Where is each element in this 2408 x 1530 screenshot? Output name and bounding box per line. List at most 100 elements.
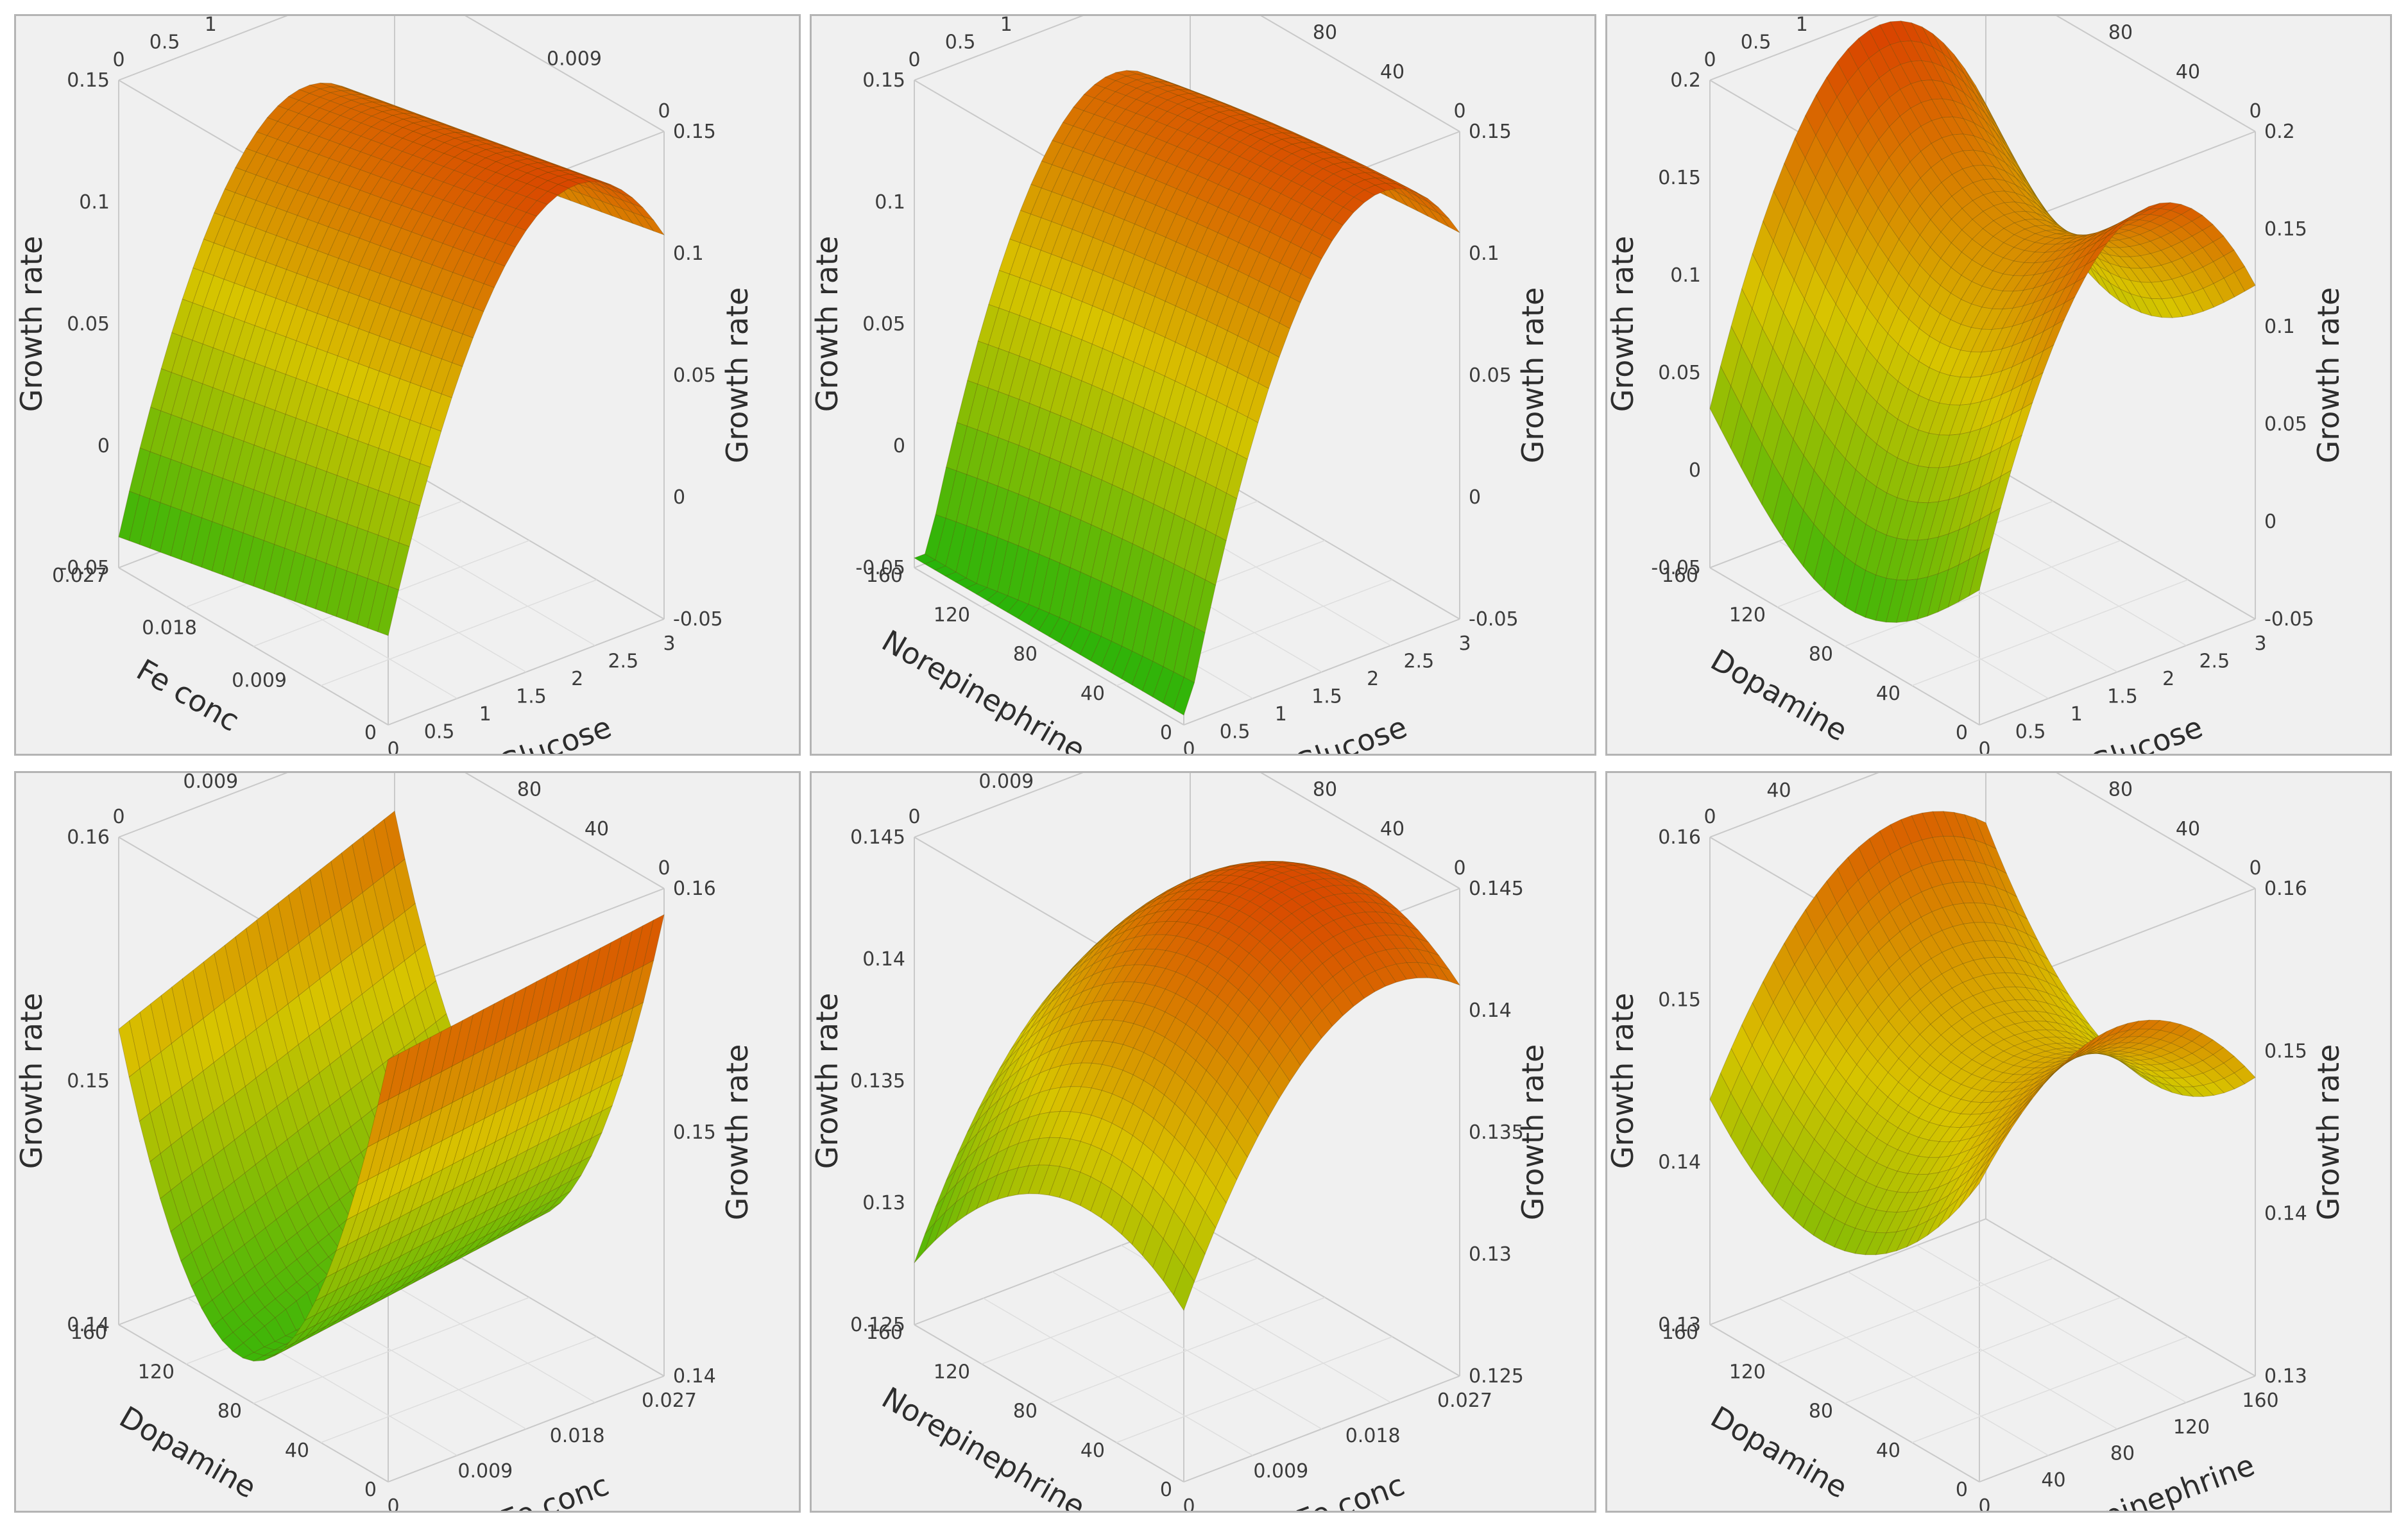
surface-cell — [1385, 922, 1408, 937]
surface-cell — [1146, 890, 1168, 904]
b-tick: 0.018 — [1345, 1425, 1401, 1447]
a-tick: 160 — [1662, 1322, 1698, 1344]
a-tick: 120 — [934, 604, 970, 626]
surface-cell — [139, 1060, 161, 1114]
surface-cell — [1879, 824, 1901, 855]
surface-cell — [1824, 1130, 1846, 1161]
surface-cell — [2053, 269, 2076, 295]
surface-cell — [1268, 323, 1290, 358]
surface-cell — [1300, 1022, 1322, 1052]
surface-cell — [1249, 922, 1271, 942]
surface-cell — [274, 1341, 296, 1357]
surface-cell — [432, 1227, 454, 1254]
b-tick: 2 — [2162, 668, 2174, 690]
surface-cell — [1941, 987, 1963, 1008]
surface-cell — [1184, 574, 1206, 628]
surface-cell — [390, 205, 413, 229]
surface-cell — [558, 958, 580, 1011]
surface-cell — [309, 82, 332, 89]
surface-cell — [1270, 921, 1292, 940]
z-left-tick: 0.05 — [862, 313, 905, 336]
surface-cell — [1175, 310, 1197, 348]
surface-cell — [1919, 1044, 1942, 1066]
surface-cell — [1917, 573, 1939, 620]
a-tick: 40 — [1080, 1440, 1105, 1462]
surface-cell — [2149, 1039, 2172, 1049]
surface-cell — [1113, 282, 1135, 319]
a-tick: 0 — [1956, 1479, 1968, 1501]
z-left-tick: 0.2 — [1670, 69, 1701, 92]
surface-cell — [346, 1179, 368, 1221]
b-top-tick: 0 — [908, 49, 920, 71]
surface-cell — [1995, 132, 2017, 165]
surface-cell — [463, 1171, 486, 1206]
surface-cell — [160, 372, 182, 415]
surface-cell — [1208, 105, 1231, 113]
b-tick: 0 — [387, 1495, 399, 1511]
axis-b-title: Norepinephrine — [2033, 1447, 2259, 1511]
surface-cell — [2129, 255, 2152, 269]
surface-cell — [1020, 1019, 1041, 1048]
surface-cell — [1205, 1114, 1227, 1151]
surface-cell — [2223, 250, 2246, 273]
surface-cell — [1323, 885, 1345, 896]
b-top-tick: 40 — [1766, 779, 1791, 802]
surface-cell — [233, 1244, 255, 1275]
surface-cell — [1215, 493, 1238, 541]
surface-cell — [2026, 974, 2048, 994]
surface-cell — [339, 108, 362, 120]
surface-cell — [348, 295, 370, 329]
frame-edge — [2056, 16, 2256, 132]
a-tick: 0 — [364, 1479, 377, 1501]
surface-cell — [253, 1347, 276, 1356]
surface-cell — [1301, 915, 1324, 933]
surface-cell — [1311, 1010, 1333, 1039]
surface-cell — [255, 1193, 277, 1228]
b-top-tick: 0.5 — [1741, 31, 1772, 54]
surface-cell — [1247, 382, 1269, 423]
surface-cell — [1007, 599, 1029, 619]
surface-cell — [507, 1212, 529, 1231]
response-surface — [914, 860, 1461, 1311]
surface-cell — [452, 1014, 474, 1067]
b-top-tick: 1.5 — [241, 16, 272, 19]
z-axis-title-left: Growth rate — [812, 236, 844, 412]
surface-cell — [496, 1208, 518, 1230]
surface-cell — [1008, 1061, 1031, 1093]
a-tick: 0.027 — [52, 565, 107, 587]
surface-cell — [1165, 993, 1187, 1018]
surface-cell — [1279, 268, 1301, 298]
surface-cell — [998, 1039, 1021, 1070]
surface-cell — [308, 121, 330, 137]
surface-cell — [181, 1173, 203, 1216]
surface-cell — [506, 1188, 529, 1215]
b-top-tick: 0 — [112, 49, 124, 71]
surface-chart-norepinephrine-fe: 0408012016000.0090.0180.0271601208040000… — [812, 773, 1550, 1511]
surface-cell — [368, 1221, 390, 1256]
surface-cell — [1123, 982, 1145, 1002]
surface-cell — [368, 1261, 391, 1288]
z-left-tick: 0 — [893, 435, 905, 457]
surface-cell — [527, 1138, 549, 1173]
surface-cell — [388, 1087, 411, 1137]
surface-cell — [288, 886, 310, 944]
surface-cell — [1226, 1141, 1248, 1180]
surface-cell — [1963, 118, 1985, 141]
surface-cell — [1845, 334, 1868, 380]
surface-cell — [295, 1314, 316, 1336]
surface-cell — [1247, 1068, 1270, 1102]
surface-cell — [2025, 210, 2047, 221]
surface-cell — [2170, 1024, 2192, 1037]
a-tick: 0 — [1956, 722, 1968, 744]
surface-cell — [621, 193, 644, 208]
surface-cell — [413, 113, 435, 121]
surface-cell — [2159, 202, 2182, 211]
surface-cell — [494, 992, 517, 1044]
surface-cell — [2015, 944, 2038, 967]
surface-cell — [2233, 266, 2256, 292]
surface-cell — [1385, 964, 1407, 983]
surface-cell — [1272, 124, 1294, 133]
surface-cell — [1845, 1092, 1868, 1122]
surface-cell — [361, 107, 383, 117]
surface-cell — [1215, 1164, 1238, 1204]
